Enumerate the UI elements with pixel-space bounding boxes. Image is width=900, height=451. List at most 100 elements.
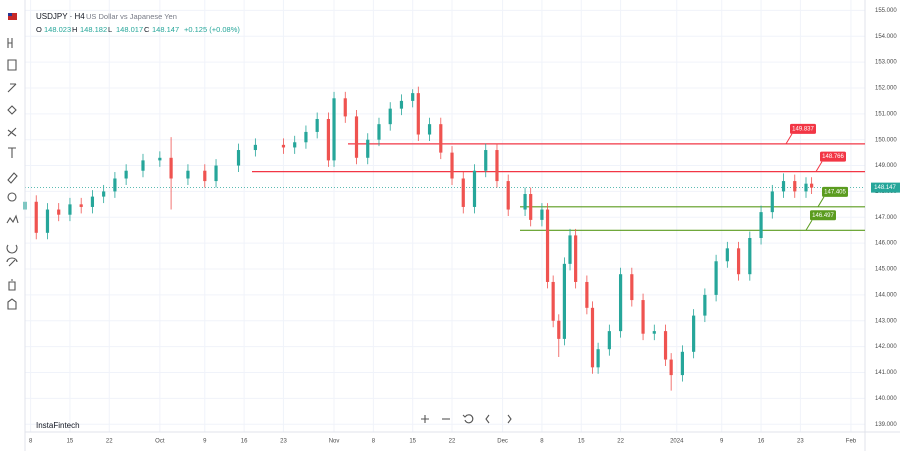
- candle-body: [141, 160, 145, 171]
- candle-body: [568, 235, 572, 264]
- layout-tool[interactable]: [7, 59, 17, 71]
- description: US Dollar vs Japanese Yen: [86, 12, 177, 21]
- shape-tool[interactable]: [7, 105, 17, 115]
- candle-body: [652, 331, 656, 334]
- candle-body: [416, 93, 420, 135]
- ohlc-change: +0.125 (+0.08%): [184, 25, 240, 34]
- candle-body: [472, 170, 477, 207]
- ohlc-value: 148.023: [44, 25, 71, 34]
- ohlc-key: C: [144, 25, 150, 34]
- candle-body: [45, 209, 50, 233]
- x-tick-label: Oct: [155, 439, 165, 445]
- candle-body: [90, 196, 95, 207]
- y-tick-label: 153.000: [875, 60, 897, 66]
- ohlc-value: 148.182: [80, 25, 107, 34]
- forecast-tool[interactable]: [6, 214, 19, 224]
- zoom-in[interactable]: [421, 415, 429, 423]
- y-tick-label: 152.000: [875, 86, 897, 92]
- ohlc-row: O 148.023 H 148.182 L 148.017 C 148.147 +0.125 (…: [36, 25, 240, 34]
- candle-body: [596, 349, 600, 368]
- home-tool[interactable]: [7, 298, 17, 310]
- zoom-controls: [421, 414, 512, 424]
- candle-body: [484, 150, 488, 171]
- x-tick-label: 9: [203, 439, 207, 445]
- x-tick-label: 2024: [670, 439, 684, 445]
- scroll-left[interactable]: [485, 414, 490, 424]
- candle-body: [57, 209, 61, 215]
- scroll-right[interactable]: [507, 414, 512, 424]
- candle-body: [663, 331, 668, 360]
- symbol[interactable]: USDJPY · H4: [36, 12, 85, 21]
- level-tag: [822, 186, 848, 197]
- candle-body: [388, 108, 392, 125]
- level-connector: [815, 161, 823, 172]
- candle-body: [703, 294, 707, 316]
- candle-body: [461, 178, 465, 207]
- brush-tool[interactable]: [7, 172, 18, 184]
- candle-body: [377, 124, 381, 140]
- candle-body: [793, 181, 797, 192]
- visibility-tool[interactable]: [6, 257, 18, 267]
- magnet-tool[interactable]: [6, 244, 18, 254]
- y-tick-label: 146.000: [875, 241, 897, 247]
- level-connector: [785, 133, 793, 145]
- y-tick-label: 144.000: [875, 292, 897, 298]
- text-tool[interactable]: [8, 147, 16, 158]
- x-tick-label: 22: [617, 439, 624, 445]
- candle-body: [203, 170, 207, 182]
- x-tick-label: 23: [797, 439, 804, 445]
- candle-body: [630, 274, 634, 301]
- candle-body: [781, 181, 786, 192]
- candle-body: [618, 274, 623, 332]
- candle-body: [343, 98, 347, 117]
- candle-body: [557, 320, 561, 339]
- x-tick-label: 8: [540, 439, 544, 445]
- ohlc-key: L: [108, 25, 112, 34]
- candle-body: [585, 281, 589, 308]
- lock-tool[interactable]: [8, 279, 16, 291]
- plot-area: 155.000 154.000 153.000 152.000 151.000 150.0…: [23, 0, 900, 451]
- candle-body: [113, 178, 117, 192]
- candle-body: [281, 144, 286, 148]
- y-tick-label: 151.000: [875, 111, 897, 117]
- candle-body: [692, 315, 696, 352]
- candle-body: [450, 152, 454, 179]
- candle-body: [332, 98, 336, 161]
- candle-body: [804, 183, 808, 192]
- level-tag: [810, 210, 836, 221]
- x-tick-label: 22: [449, 439, 456, 445]
- candle-body: [607, 331, 611, 350]
- level-label: 149.837: [792, 126, 814, 132]
- level-label: 146.497: [812, 213, 834, 219]
- emoji-tool[interactable]: [7, 192, 17, 202]
- x-tick-label: 8: [372, 439, 376, 445]
- watermark: InstaFintech: [36, 421, 80, 430]
- candle-body: [714, 261, 718, 295]
- y-tick-label: 142.000: [875, 344, 897, 350]
- reset[interactable]: [462, 414, 474, 424]
- y-tick-label: 150.000: [875, 137, 897, 143]
- last-price-label: 148.147: [874, 185, 896, 191]
- y-tick-label: 155.000: [875, 8, 897, 14]
- candle-body: [124, 170, 128, 179]
- candle-body: [293, 142, 297, 148]
- toolbar: [6, 0, 26, 451]
- cursor-tool[interactable]: [7, 38, 13, 48]
- level-tag: [820, 151, 846, 162]
- candle-body: [810, 183, 814, 188]
- x-tick-label: 15: [578, 439, 585, 445]
- pattern-tool[interactable]: [7, 127, 17, 137]
- fib-tool[interactable]: [7, 83, 17, 93]
- candle-body: [529, 194, 533, 220]
- x-tick-label: Nov: [329, 439, 340, 445]
- candle-body: [399, 100, 404, 109]
- candle-body: [366, 139, 370, 158]
- candle-body: [641, 300, 645, 334]
- candle-body: [770, 191, 774, 213]
- candle-body: [158, 157, 162, 161]
- x-tick-label: Feb: [846, 439, 857, 445]
- x-tick-label: Dec: [497, 439, 508, 445]
- y-tick-label: 154.000: [875, 34, 897, 40]
- x-tick-label: 23: [280, 439, 287, 445]
